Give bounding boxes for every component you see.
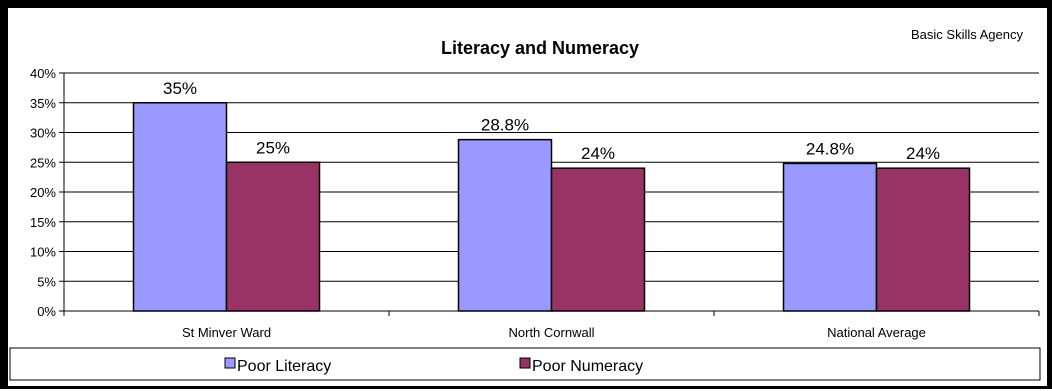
bar-literacy <box>457 138 553 312</box>
y-tick-label: 10% <box>30 245 56 260</box>
x-tick-label: St Minver Ward <box>182 325 271 340</box>
source-note: Basic Skills Agency <box>911 27 1023 42</box>
legend-label-literacy: Poor Literacy <box>237 358 331 375</box>
bar-literacy <box>782 162 878 312</box>
x-axis: St Minver Ward North Cornwall National Ave… <box>63 310 1040 340</box>
y-axis: 0% 5% 10% 15% 20% 25% 30% 35% 40% <box>30 66 65 319</box>
bar-literacy <box>132 102 228 312</box>
data-label-numeracy: 24% <box>906 144 940 163</box>
y-tick-label: 15% <box>30 215 56 230</box>
x-tick-label: National Average <box>827 325 926 340</box>
data-label-literacy: 24.8% <box>806 139 854 158</box>
legend-label-numeracy: Poor Numeracy <box>532 358 643 375</box>
y-tick-label: 35% <box>30 96 56 111</box>
y-tick-label: 30% <box>30 126 56 141</box>
legend-swatch-numeracy <box>519 357 531 369</box>
data-label-numeracy: 25% <box>256 138 290 157</box>
bar-numeracy <box>875 167 971 312</box>
bar-chart: Literacy and Numeracy Basic Skills Agenc… <box>9 27 1041 381</box>
bar-numeracy <box>225 161 321 312</box>
data-label-literacy: 28.8% <box>481 116 529 135</box>
y-tick-label: 20% <box>30 185 56 200</box>
bar-numeracy <box>550 167 646 312</box>
chart-title: Literacy and Numeracy <box>441 38 639 58</box>
bars <box>132 102 971 312</box>
data-label-numeracy: 24% <box>581 144 615 163</box>
data-label-literacy: 35% <box>163 79 197 98</box>
legend-swatch-literacy <box>224 357 236 369</box>
y-tick-label: 40% <box>30 66 56 81</box>
data-labels: 35% 25% 28.8% 24% 24.8% 24% <box>163 79 940 163</box>
y-tick-label: 0% <box>37 304 56 319</box>
y-tick-label: 5% <box>37 274 56 289</box>
x-tick-label: North Cornwall <box>509 325 595 340</box>
legend: Poor Literacy Poor Numeracy <box>9 347 1041 381</box>
y-tick-label: 25% <box>30 155 56 170</box>
